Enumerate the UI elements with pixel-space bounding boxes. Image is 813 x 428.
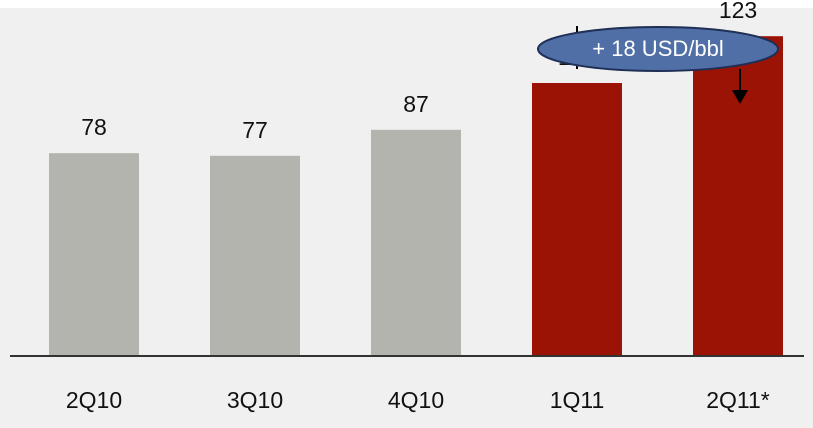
top-white-band bbox=[0, 0, 813, 8]
increase-callout: + 18 USD/bbl bbox=[537, 26, 779, 104]
bar-2q11 bbox=[693, 36, 783, 356]
bar-3q10 bbox=[210, 155, 300, 356]
tick-labels-layer: 2Q10 3Q10 4Q10 1Q11 2Q11* bbox=[66, 387, 770, 413]
bars-layer bbox=[49, 36, 783, 356]
value-label: 87 bbox=[403, 91, 429, 117]
value-label: 78 bbox=[81, 114, 107, 140]
bar-4q10 bbox=[371, 129, 461, 356]
bar-2q10 bbox=[49, 153, 139, 356]
x-tick-label: 3Q10 bbox=[227, 387, 283, 413]
value-label: 123 bbox=[719, 0, 757, 23]
x-tick-label: 1Q11 bbox=[550, 387, 605, 413]
x-tick-label: 4Q10 bbox=[388, 387, 444, 413]
callout-label: + 18 USD/bbl bbox=[592, 36, 723, 61]
x-tick-label: 2Q10 bbox=[66, 387, 122, 413]
x-tick-label: 2Q11* bbox=[706, 387, 770, 413]
arrow-down-icon bbox=[732, 90, 748, 104]
bar-1q11 bbox=[532, 83, 622, 356]
callout-bubble bbox=[537, 26, 779, 72]
value-label: 77 bbox=[242, 117, 268, 143]
